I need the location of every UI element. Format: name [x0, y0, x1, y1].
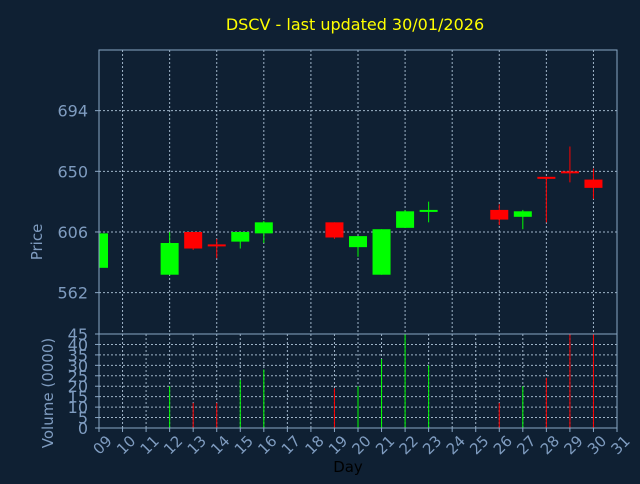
candle-body: [490, 209, 509, 220]
candle-body: [349, 236, 367, 248]
price-grid: [99, 50, 617, 334]
x-tick-label: 21: [372, 432, 398, 458]
x-tick-label: 13: [184, 432, 210, 458]
volume-tick-label: 40: [68, 335, 88, 354]
price-y-ticks: 562 606 650 694: [57, 102, 99, 303]
volume-tick-label: 35: [68, 346, 88, 365]
volume-tick-label: 20: [68, 377, 88, 396]
x-tick-label: 12: [160, 432, 186, 458]
x-tick-label: 23: [419, 432, 445, 458]
price-tick-label: 606: [57, 223, 88, 242]
chart-title: DSCV - last updated 30/01/2026: [226, 15, 484, 34]
x-tick-label: 26: [490, 432, 516, 458]
x-ticks: 0910111213141516171819202122232425262728…: [90, 428, 634, 458]
x-tick-label: 11: [137, 432, 163, 458]
x-tick-label: 09: [90, 432, 116, 458]
x-tick-label: 22: [396, 432, 422, 458]
x-tick-label: 19: [325, 432, 351, 458]
x-tick-label: 29: [560, 432, 586, 458]
volume-bars: [169, 334, 594, 428]
candle: [184, 231, 203, 250]
candle-body: [231, 231, 250, 242]
price-axis-label: Price: [28, 224, 46, 261]
candle-body: [325, 222, 344, 238]
x-tick-label: 10: [113, 432, 139, 458]
candle-body: [419, 209, 438, 212]
candle: [231, 231, 250, 249]
candle-body: [184, 231, 203, 249]
candles: [98, 146, 603, 275]
candle-body: [396, 211, 415, 228]
x-tick-label: 14: [207, 432, 233, 458]
candle-body: [254, 222, 273, 234]
candle: [325, 222, 344, 239]
price-tick-label: 650: [57, 162, 88, 181]
volume-tick-label: 45: [68, 325, 88, 344]
candle: [537, 176, 556, 223]
candle-body: [160, 243, 179, 275]
candle-body: [537, 176, 556, 179]
volume-tick-label: 0: [78, 419, 88, 438]
volume-tick-label: 30: [68, 356, 88, 375]
x-tick-label: 28: [537, 432, 563, 458]
candle: [584, 168, 603, 199]
x-tick-label: 31: [608, 432, 634, 458]
volume-plot-frame: [98, 333, 618, 429]
x-tick-label: 17: [278, 432, 304, 458]
candle-body: [372, 229, 391, 275]
candle: [160, 231, 179, 275]
volume-tick-label: 10: [68, 398, 88, 417]
candle-body: [560, 171, 579, 174]
candle-body: [99, 233, 108, 268]
candle: [419, 201, 438, 223]
candle: [513, 209, 532, 230]
candle-body: [513, 211, 532, 217]
x-tick-label: 30: [584, 432, 610, 458]
x-tick-label: 15: [231, 432, 257, 458]
candle: [372, 229, 391, 275]
x-tick-label: 25: [466, 432, 492, 458]
x-tick-label: 24: [443, 432, 469, 458]
x-tick-label: 18: [301, 432, 327, 458]
x-axis-label: Day: [333, 458, 363, 476]
candle-body: [584, 179, 603, 188]
candle: [396, 209, 415, 228]
price-tick-label: 694: [57, 102, 88, 121]
candle: [490, 204, 509, 226]
volume-tick-label: 5: [78, 409, 88, 428]
candle: [98, 233, 108, 268]
x-tick-label: 20: [349, 432, 375, 458]
volume-axis-label: Volume (0000): [39, 338, 57, 448]
candle: [207, 238, 226, 259]
candle-body: [207, 244, 226, 247]
candle: [254, 220, 273, 244]
candle: [349, 236, 367, 257]
x-tick-label: 16: [254, 432, 280, 458]
price-tick-label: 562: [57, 284, 88, 303]
volume-tick-label: 25: [68, 367, 88, 386]
x-tick-label: 27: [513, 432, 539, 458]
volume-tick-label: 15: [68, 388, 88, 407]
candle: [560, 146, 579, 183]
